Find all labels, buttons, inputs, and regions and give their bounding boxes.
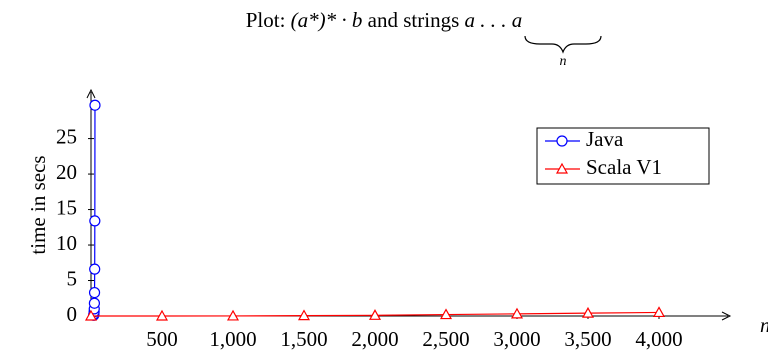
title-middle: and strings (362, 8, 464, 32)
x-tick-label: 500 (146, 327, 178, 351)
data-point (510, 307, 524, 319)
title-prefix: Plot: (246, 8, 291, 32)
x-tick-label: 1,000 (209, 327, 256, 351)
series-line (93, 105, 96, 316)
data-point (89, 99, 101, 111)
data-point (88, 297, 101, 309)
data-point (368, 309, 382, 320)
data-point (155, 309, 169, 321)
data-point (226, 309, 240, 321)
underbrace-label: n (560, 54, 567, 69)
data-point (88, 286, 101, 299)
y-tick-label: 0 (67, 302, 78, 326)
data-point (84, 309, 98, 321)
legend-marker (555, 162, 569, 174)
data-point (89, 263, 101, 275)
y-tick-label: 25 (56, 124, 77, 148)
x-axis-label: n (760, 313, 768, 337)
x-tick-label: 3,000 (493, 327, 540, 351)
y-axis-label: time in secs (26, 155, 50, 254)
y-tick-label: 5 (67, 266, 78, 290)
y-axis-arrow (86, 88, 96, 99)
underbrace (524, 35, 602, 54)
legend-label: Java (586, 127, 624, 151)
y-tick-label: 10 (56, 231, 77, 255)
data-point (89, 215, 101, 227)
x-tick-label: 2,500 (422, 327, 469, 351)
data-point (439, 308, 453, 320)
x-tick-label: 1,500 (280, 327, 327, 351)
x-axis-arrow (721, 311, 732, 321)
data-point (581, 306, 595, 318)
title-regex: (a*)* · b (291, 8, 363, 32)
chart-title: Plot: (a*)* · b and strings a . . . a (246, 8, 523, 32)
data-point (297, 309, 311, 321)
x-tick-label: 2,000 (351, 327, 398, 351)
legend-label: Scala V1 (586, 155, 662, 179)
legend-marker (556, 135, 568, 147)
y-tick-label: 20 (56, 160, 77, 184)
title-string: a . . . a (465, 8, 523, 32)
data-point (652, 306, 666, 318)
x-tick-label: 3,500 (564, 327, 611, 351)
y-tick-label: 15 (56, 195, 77, 219)
x-tick-label: 4,000 (635, 327, 682, 351)
